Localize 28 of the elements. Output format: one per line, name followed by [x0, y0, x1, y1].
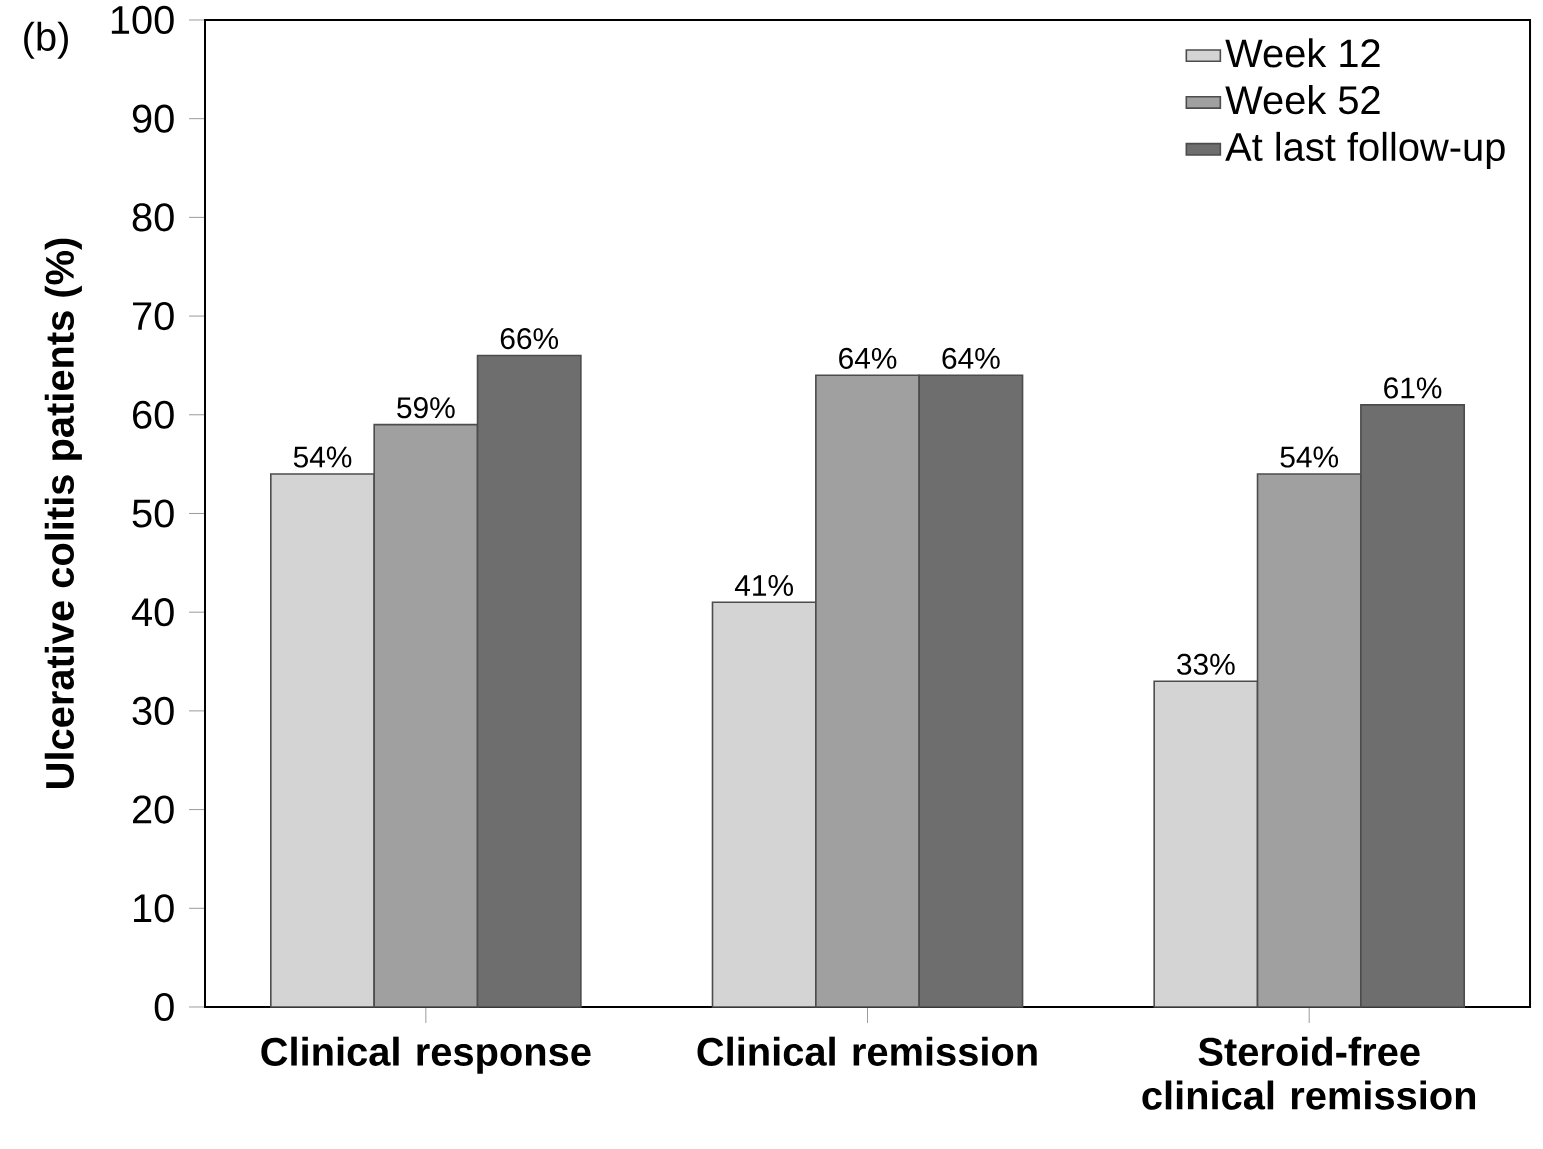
- y-tick-label: 90: [132, 104, 174, 133]
- data-label: 61%: [1384, 377, 1442, 399]
- data-label: 64%: [942, 347, 1000, 369]
- data-label: 64%: [839, 347, 897, 369]
- y-tick-label: 50: [132, 499, 174, 528]
- y-tick-label: 80: [132, 203, 174, 232]
- y-tick-label: 100: [111, 5, 174, 35]
- x-tick-label: Clinical response: [261, 1036, 591, 1074]
- data-label: 59%: [397, 397, 455, 419]
- data-label: 66%: [500, 327, 559, 350]
- y-tick-label: 70: [133, 301, 174, 331]
- data-label: 33%: [1177, 653, 1235, 675]
- data-label: 54%: [1280, 446, 1339, 468]
- data-label: 41%: [734, 575, 793, 596]
- y-tick-label: 40: [131, 598, 174, 627]
- y-axis-title: Ulcerative colitis patients (%): [44, 238, 82, 788]
- y-tick-label: 0: [154, 992, 174, 1022]
- x-tick-label: Steroid-free clinical remission: [1142, 1036, 1476, 1110]
- legend-label: Week 52: [1225, 85, 1380, 115]
- y-tick-label: 30: [132, 696, 174, 725]
- legend-label: At last follow-up: [1225, 131, 1505, 170]
- data-label: 54%: [293, 446, 352, 468]
- y-tick-label: 20: [133, 795, 174, 824]
- y-tick-label: 60: [133, 400, 174, 429]
- legend-label: Week 12: [1225, 38, 1380, 68]
- text: (b): [24, 21, 68, 59]
- x-tick-label: Clinical remission: [697, 1036, 1037, 1066]
- y-tick-label: 10: [134, 894, 174, 923]
